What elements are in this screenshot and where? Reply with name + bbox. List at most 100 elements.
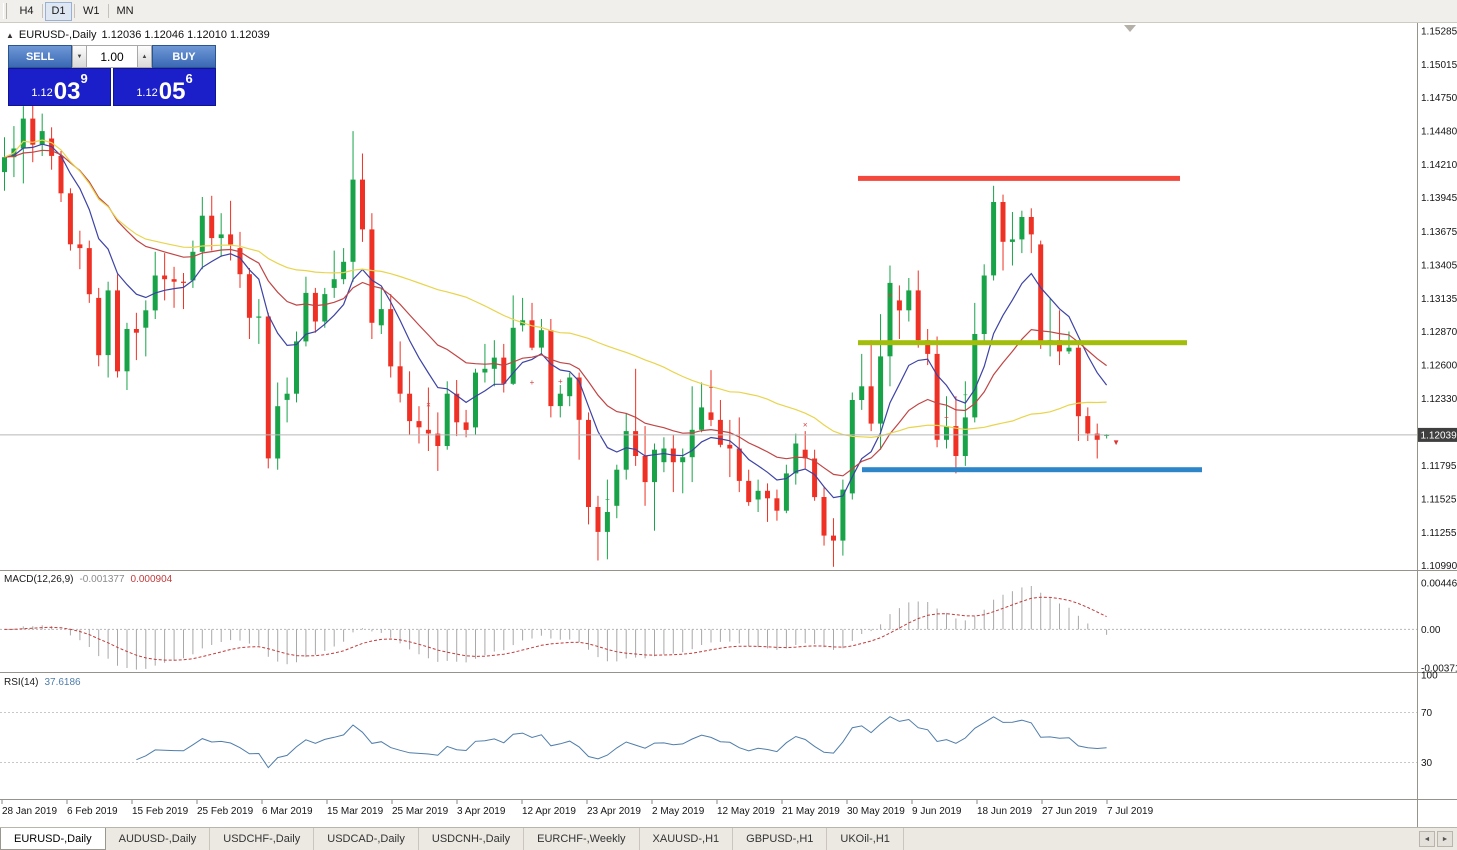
trade-marker-icon: + [530,378,535,387]
price-axis-label: 1.13135 [1421,294,1457,305]
date-axis-label: 9 Jun 2019 [912,806,962,817]
price-axis-label: 1.13945 [1421,193,1457,204]
timeframe-buttons: H4 D1 W1 MN [13,0,140,22]
date-axis-label: 15 Mar 2019 [327,806,384,817]
price-axis-label: 1.11795 [1421,461,1457,472]
tab-scroll-buttons: ◄ ► [1419,828,1457,850]
price-axis-label: 1.10990 [1421,561,1457,572]
macd-indicator-label: MACD(12,26,9) -0.001377 0.000904 [4,574,172,585]
ma-slow-line [4,139,1107,439]
trade-markers: × + + + + × × + + + ▼ [426,291,1120,504]
trade-marker-icon: × [803,420,808,429]
price-axis-label: 1.11255 [1421,528,1457,539]
volume-increase-button[interactable]: ▲ [137,45,152,68]
trade-marker-icon: + [605,495,610,504]
trade-marker-icon: + [963,391,968,400]
pivot-line[interactable] [858,340,1187,346]
chart-ohlc-header: ▲ EURUSD-,Daily 1.12036 1.12046 1.12010 … [6,29,270,41]
chart-chrome [0,23,1457,827]
date-axis-label: 3 Apr 2019 [457,806,506,817]
trade-marker-icon: × [888,291,893,300]
bid-price-sup: 9 [80,71,88,86]
ask-price-display[interactable]: 1.12 05 6 [113,68,216,106]
chart-shift-marker-icon [1124,25,1136,32]
chart-background [0,23,1457,827]
trade-marker-icon: + [916,291,921,300]
price-axis-label: 1.15015 [1421,60,1457,71]
chart-tabs: EURUSD-,Daily AUDUSD-,Daily USDCHF-,Daily U… [0,828,904,850]
date-axis-label: 6 Mar 2019 [262,806,313,817]
price-axis-label: 1.11525 [1421,494,1457,505]
timeframe-button-h4[interactable]: H4 [19,4,34,17]
tab-audusd-daily[interactable]: AUDUSD-,Daily [106,828,211,850]
price-axis-label: 1.12600 [1421,361,1457,372]
chart-symbol-label: EURUSD-,Daily [18,29,97,41]
rsi-pane [0,712,1417,769]
current-price-badge-value: 1.12039 [1421,430,1457,441]
price-axis-label: 1.12330 [1421,394,1457,405]
macd-signal-value: 0.000904 [130,574,173,585]
tab-xauusd-h1[interactable]: XAUUSD-,H1 [640,828,734,850]
tab-eurchf-weekly[interactable]: EURCHF-,Weekly [524,828,640,850]
date-axis[interactable]: 28 Jan 2019 6 Feb 2019 15 Feb 2019 25 Feb 2… [1,800,1154,817]
toolbar-separator [107,4,109,18]
support-line[interactable] [862,467,1202,473]
bid-price-big: 03 [53,77,81,105]
macd-pane [0,586,1417,670]
bid-price-display[interactable]: 1.12 03 9 [8,68,111,106]
macd-name: MACD(12,26,9) [4,574,74,585]
timeframe-button-w1[interactable]: W1 [83,4,100,17]
chart-ohlc-values: 1.12036 1.12046 1.12010 1.12039 [101,29,270,41]
macd-value: -0.001377 [79,574,125,585]
macd-axis-label: -0.003715 [1421,664,1457,675]
rsi-value: 37.6186 [44,677,81,688]
timeframe-toolbar: H4 D1 W1 MN [0,0,1457,23]
chart-canvas[interactable]: ×+ +++×× +++▼1.152851.150151.147501.144801… [0,23,1457,827]
collapse-triangle-icon[interactable]: ▲ [6,30,14,40]
price-axis[interactable]: 1.15285 1.15015 1.14750 1.14480 1.14210 1.139… [1418,26,1457,769]
price-axis-label: 1.12870 [1421,327,1457,338]
tab-gbpusd-h1[interactable]: GBPUSD-,H1 [733,828,828,850]
moving-average-lines [4,139,1108,499]
volume-decrease-button[interactable]: ▼ [72,45,87,68]
date-axis-label: 30 May 2019 [847,806,905,817]
candlestick-series [2,103,1110,567]
date-axis-label: 2 May 2019 [652,806,705,817]
horizontal-object-lines [858,175,1202,473]
trade-marker-icon: × [426,400,431,409]
date-axis-label: 27 Jun 2019 [1042,806,1097,817]
date-axis-label: 7 Jul 2019 [1107,806,1154,817]
date-axis-label: 23 Apr 2019 [587,806,641,817]
timeframe-button-d1[interactable]: D1 [45,1,72,21]
toolbar-grip[interactable] [3,3,7,19]
ask-price-sup: 6 [185,71,193,86]
date-axis-label: 12 May 2019 [717,806,775,817]
one-click-trading-panel: SELL ▼ 1.00 ▲ BUY 1.12 03 9 1.12 05 6 [8,45,216,106]
tab-ukoil-h1[interactable]: UKOil-,H1 [827,828,904,850]
date-axis-label: 6 Feb 2019 [67,806,118,817]
trade-marker-icon: + [709,383,714,392]
price-axis-label: 1.13675 [1421,227,1457,238]
timeframe-button-mn[interactable]: MN [116,4,134,17]
tab-usdchf-daily[interactable]: USDCHF-,Daily [210,828,315,850]
date-axis-label: 18 Jun 2019 [977,806,1032,817]
date-axis-label: 12 Apr 2019 [522,806,576,817]
tab-scroll-left-icon[interactable]: ◄ [1419,831,1435,847]
tab-usdcnh-daily[interactable]: USDCNH-,Daily [419,828,525,850]
price-axis-label: 1.13405 [1421,260,1457,271]
price-axis-label: 1.15285 [1421,26,1457,37]
rsi-axis-label: 70 [1421,708,1433,719]
toolbar-separator [42,4,43,18]
tab-scroll-right-icon[interactable]: ► [1437,831,1453,847]
date-axis-label: 28 Jan 2019 [2,806,57,817]
rsi-indicator-label: RSI(14) 37.6186 [4,677,81,688]
resistance-line[interactable] [858,175,1180,181]
volume-input[interactable]: 1.00 [87,45,137,68]
trade-marker-icon: + [558,377,563,386]
tab-eurusd-daily[interactable]: EURUSD-,Daily [0,828,106,850]
buy-button[interactable]: BUY [152,45,216,68]
date-axis-label: 21 May 2019 [782,806,840,817]
sell-button[interactable]: SELL [8,45,72,68]
tab-usdcad-daily[interactable]: USDCAD-,Daily [314,828,419,850]
